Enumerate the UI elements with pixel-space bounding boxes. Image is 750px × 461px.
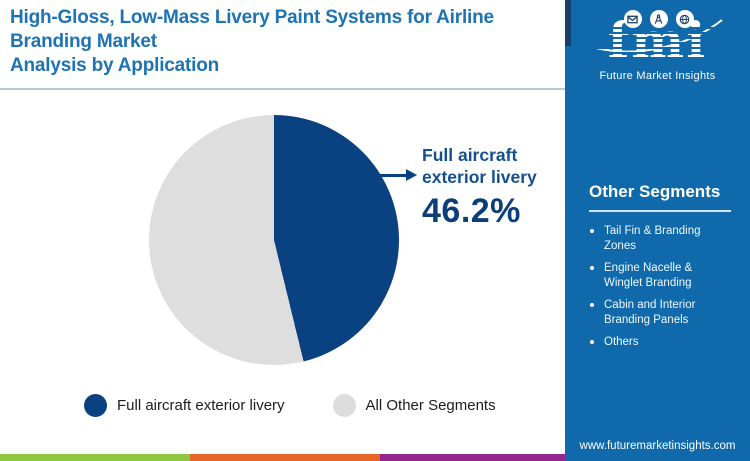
circle-badge — [675, 10, 694, 28]
header: High-Gloss, Low-Mass Livery Paint System… — [10, 6, 562, 78]
mail-icon — [627, 15, 638, 23]
chart-legend: Full aircraft exterior livery All Other … — [84, 394, 496, 417]
page-title: High-Gloss, Low-Mass Livery Paint System… — [10, 7, 494, 52]
page-subtitle: Analysis by Application — [10, 55, 220, 76]
legend-swatch-blue — [84, 394, 107, 417]
sidebar-notch — [565, 0, 571, 46]
list-item: Tail Fin & Branding Zones — [589, 224, 732, 254]
bullet-icon — [590, 229, 594, 233]
circle-badge — [623, 10, 642, 28]
compass-icon — [654, 13, 663, 24]
bullet-icon — [590, 340, 594, 344]
list-item: Engine Nacelle & Winglet Branding — [589, 261, 732, 291]
list-item: Cabin and Interior Branding Panels — [589, 298, 732, 328]
list-item-label: Engine Nacelle & Winglet Branding — [604, 262, 693, 289]
footer-stripe-green — [0, 454, 190, 461]
sidebar: fmi — [565, 0, 750, 461]
callout: Full aircraft exterior livery 46.2% — [422, 144, 572, 228]
callout-label: Full aircraft exterior livery — [422, 145, 537, 187]
list-item: Others — [589, 335, 732, 350]
pie-chart — [149, 115, 399, 365]
list-item-label: Tail Fin & Branding Zones — [604, 225, 701, 252]
other-segments-panel: Other Segments Tail Fin & Branding Zones… — [589, 182, 731, 350]
circle-badge — [649, 10, 668, 28]
legend-label: All Other Segments — [365, 397, 496, 414]
legend-label: Full aircraft exterior livery — [117, 397, 285, 414]
other-segments-heading: Other Segments — [589, 182, 721, 201]
other-segments-list: Tail Fin & Branding Zones Engine Nacelle… — [589, 224, 729, 350]
callout-value: 46.2% — [422, 192, 521, 230]
header-divider — [0, 88, 565, 90]
legend-item: All Other Segments — [332, 394, 496, 417]
footer-stripe — [0, 454, 565, 461]
callout-arrow-shaft — [379, 174, 408, 177]
bullet-icon — [590, 266, 594, 270]
fmi-logo: fmi — [587, 8, 728, 86]
globe-icon — [679, 14, 690, 24]
callout-arrow-icon — [406, 169, 417, 181]
bullet-icon — [590, 303, 594, 307]
logo-icon-circles — [623, 10, 694, 28]
website-link[interactable]: www.futuremarketinsights.com — [579, 440, 736, 452]
legend-item: Full aircraft exterior livery — [84, 394, 285, 417]
footer-stripe-orange — [190, 454, 380, 461]
list-item-label: Others — [604, 336, 639, 348]
list-item-label: Cabin and Interior Branding Panels — [604, 299, 696, 326]
logo-tagline: Future Market Insights — [599, 70, 716, 82]
legend-swatch-gray — [332, 394, 356, 417]
heading-underline — [589, 210, 731, 212]
footer-stripe-purple — [380, 454, 565, 461]
